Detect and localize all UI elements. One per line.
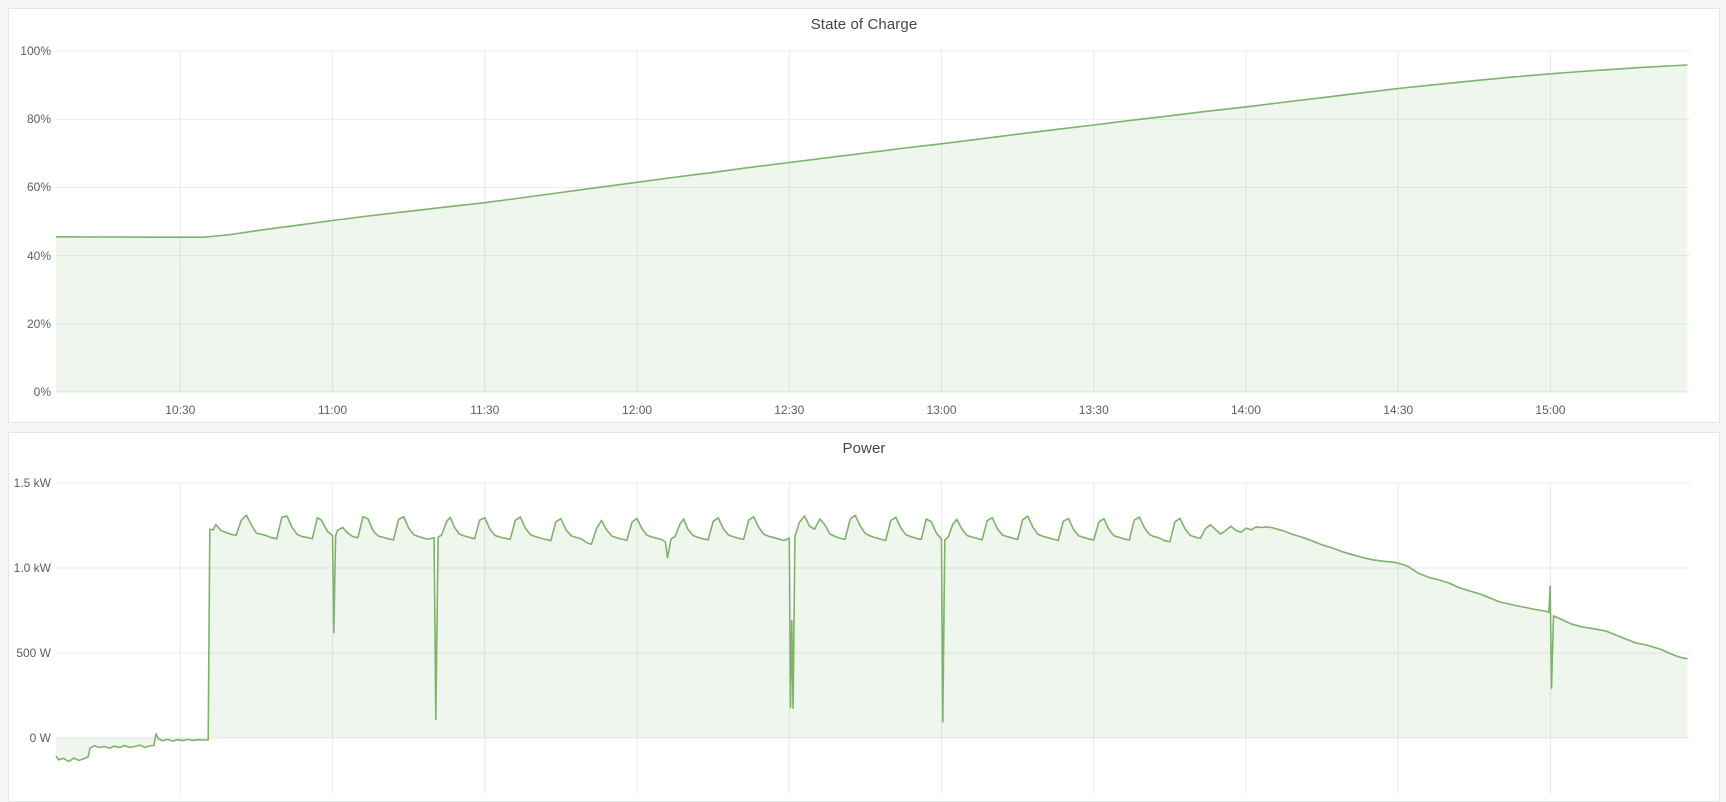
gridlines	[56, 482, 1690, 794]
x-tick-label: 10:30	[165, 403, 196, 417]
x-tick-label: 11:30	[470, 403, 500, 417]
x-tick-label: 12:30	[774, 403, 805, 417]
y-tick-label: 0%	[33, 385, 51, 399]
power-panel-header: Power	[9, 433, 1719, 463]
y-tick-label: 60%	[26, 180, 51, 195]
series-area-fill	[56, 65, 1688, 392]
x-tick-label: 12:00	[622, 403, 653, 417]
y-tick-label: 0 W	[29, 731, 51, 745]
chart-plot-1[interactable]	[9, 433, 1720, 802]
chart-plot-0[interactable]	[9, 9, 1720, 423]
soc-panel-header: State of Charge	[9, 9, 1719, 39]
y-tick-label: 100%	[20, 44, 51, 58]
power-panel-title[interactable]: Power	[842, 439, 886, 457]
x-tick-label: 14:00	[1230, 403, 1261, 417]
y-tick-label: 500 W	[16, 646, 51, 660]
power-chart-canvas[interactable]: 1.5 kW 1.0 kW 500 W 0 W	[9, 433, 1719, 801]
soc-chart-canvas[interactable]: 100% 80% 60% 40% 20% 0% 10:30 11:00 11:30 12:00 12…	[9, 9, 1719, 422]
y-tick-label: 40%	[26, 248, 51, 263]
x-tick-label: 13:00	[926, 403, 957, 417]
soc-panel: State of Charge 100% 80% 60% 40% 20% 0% 10:30 1…	[8, 8, 1720, 423]
x-tick-label: 13:30	[1078, 403, 1109, 417]
series-area-fill	[56, 515, 1688, 762]
x-tick-label: 14:30	[1383, 403, 1414, 417]
gridlines	[56, 50, 1690, 393]
power-panel: Power 1.5 kW 1.0 kW 500 W 0 W	[8, 432, 1720, 802]
x-tick-label: 15:00	[1535, 403, 1566, 417]
y-tick-label: 20%	[26, 316, 51, 331]
soc-panel-title[interactable]: State of Charge	[810, 15, 918, 33]
series-line	[55, 64, 1688, 238]
y-tick-label: 80%	[26, 112, 51, 127]
x-tick-label: 11:00	[317, 403, 348, 417]
series-line	[55, 514, 1688, 763]
y-tick-label: 1.5 kW	[13, 476, 51, 490]
y-tick-label: 1.0 kW	[13, 561, 51, 575]
